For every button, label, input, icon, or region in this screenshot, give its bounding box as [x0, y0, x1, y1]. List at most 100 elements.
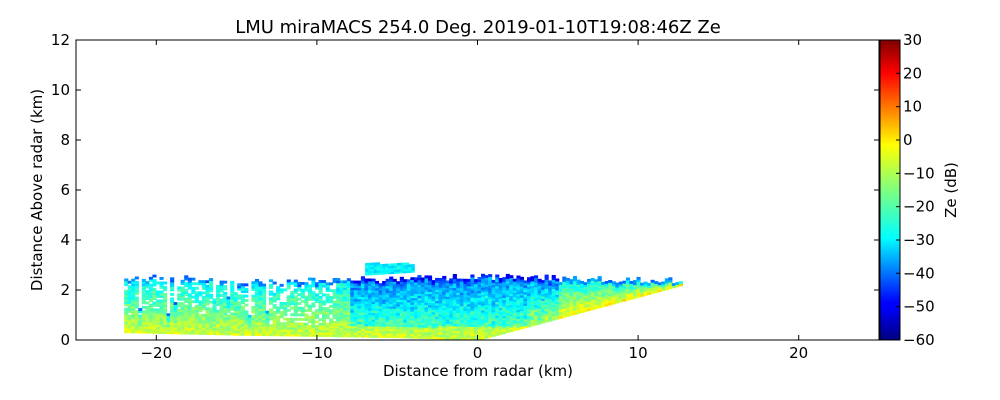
echo-cell [156, 326, 161, 330]
echo-cell [615, 298, 620, 302]
echo-cell [428, 320, 433, 324]
echo-cell [474, 328, 479, 332]
echo-cell [382, 312, 387, 316]
echo-cell [505, 316, 510, 320]
echo-cell [194, 307, 199, 310]
echo-cell [262, 333, 267, 336]
echo-cell [530, 296, 535, 300]
echo-cell [375, 289, 380, 293]
echo-cell [625, 282, 630, 285]
echo-cell [325, 331, 330, 335]
echo-cell [262, 319, 267, 323]
echo-cell [477, 301, 482, 305]
echo-cell [569, 295, 574, 298]
echo-cell [244, 303, 249, 307]
echo-cell [177, 320, 182, 324]
echo-cell [466, 314, 471, 318]
echo-cell [131, 310, 136, 314]
echo-cell [590, 300, 595, 304]
echo-cell [633, 284, 638, 288]
echo-cell [438, 320, 443, 324]
echo-cell [597, 276, 602, 279]
echo-cell [481, 314, 486, 318]
echo-cell [247, 330, 252, 334]
echo-cell [357, 314, 362, 318]
echo-cell [615, 282, 620, 286]
echo-cell [636, 288, 641, 291]
echo-cell [428, 280, 433, 283]
echo-cell [459, 316, 464, 320]
echo-cell [286, 320, 291, 323]
echo-cell [159, 326, 164, 330]
echo-cell [365, 271, 369, 274]
echo-cell [399, 335, 404, 339]
echo-cell [371, 292, 376, 295]
echo-cell [597, 305, 602, 309]
echo-cell [664, 282, 669, 286]
echo-cell [265, 310, 270, 314]
echo-cell [286, 284, 291, 287]
echo-cell [166, 328, 171, 332]
echo-cell [315, 329, 320, 333]
echo-cell [470, 290, 475, 294]
echo-cell [527, 317, 532, 321]
echo-cell [300, 324, 305, 328]
echo-cell [346, 305, 351, 309]
echo-cell [474, 310, 479, 314]
echo-cell [597, 282, 602, 286]
echo-cell [470, 299, 475, 303]
echo-cell [572, 300, 577, 304]
echo-cell [678, 283, 683, 287]
echo-cell [177, 315, 182, 319]
echo-cell [254, 328, 259, 332]
echo-cell [523, 291, 528, 295]
echo-cell [187, 293, 192, 297]
echo-cell [576, 308, 581, 312]
echo-cell [519, 306, 524, 309]
echo-cell [555, 310, 560, 313]
echo-cell [661, 281, 666, 285]
echo-cell [258, 330, 263, 334]
echo-cell [329, 334, 334, 338]
echo-cell [625, 291, 630, 294]
echo-cell [230, 307, 235, 311]
echo-cell [237, 312, 242, 316]
echo-cell [519, 279, 524, 282]
echo-cell [449, 323, 454, 327]
echo-cell [477, 308, 482, 312]
echo-cell [262, 301, 267, 305]
echo-cell [435, 293, 440, 297]
echo-cell [392, 287, 397, 291]
echo-cell [424, 311, 429, 315]
echo-cell [163, 299, 168, 303]
echo-cell [389, 328, 394, 332]
echo-cell [498, 309, 503, 313]
echo-cell [583, 288, 588, 292]
y-axis-label: Distance Above radar (km) [28, 89, 46, 291]
echo-cell [590, 307, 595, 311]
echo-cell [562, 276, 567, 280]
echo-cell [148, 330, 153, 334]
echo-cell [477, 328, 482, 332]
echo-cell [481, 287, 486, 291]
echo-cell [318, 304, 323, 308]
echo-cell [311, 279, 316, 283]
echo-cell [350, 282, 355, 286]
echo-cell [322, 300, 327, 304]
echo-cell [491, 297, 496, 301]
echo-cell [290, 293, 295, 296]
echo-cell [541, 311, 546, 315]
echo-cell [477, 279, 482, 283]
echo-cell [180, 322, 185, 326]
echo-cell [325, 295, 330, 299]
echo-cell [495, 315, 500, 318]
echo-cell [463, 323, 468, 327]
echo-cell [233, 296, 238, 300]
echo-cell [373, 272, 378, 276]
echo-cell [339, 302, 344, 306]
echo-cell [194, 295, 199, 299]
echo-cell [530, 303, 535, 307]
echo-cell [198, 304, 203, 308]
echo-cell [629, 283, 634, 287]
